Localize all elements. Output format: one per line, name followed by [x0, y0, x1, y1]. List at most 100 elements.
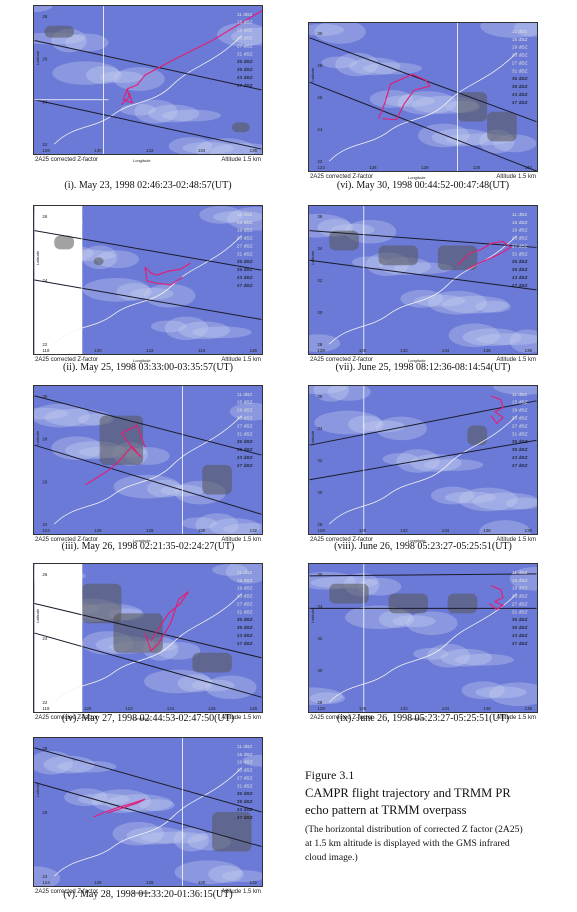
- altitude-label: Altitude 1.5 km: [496, 357, 536, 363]
- panel-caption: (i). May 23, 1998 02:46:23-02:48:57(UT): [64, 180, 232, 191]
- cloud-patch: [205, 675, 257, 700]
- product-label: 2A25 corrected Z-factor: [35, 157, 99, 163]
- dbz-legend-label: 43 dBZ: [237, 807, 253, 813]
- coastline: [53, 235, 243, 345]
- dbz-legend-label: 11 dBZ: [237, 392, 253, 398]
- cloud-patch: [430, 486, 475, 505]
- cloud-patch: [34, 407, 69, 420]
- y-tick-label: 26: [317, 95, 322, 100]
- x-tick-label: 120: [84, 706, 92, 711]
- altitude-label: Altitude 1.5 km: [496, 715, 536, 721]
- latitude-label: Latitude: [35, 430, 40, 445]
- figure-subtitle-line2: echo pattern at TRMM overpass: [305, 803, 467, 817]
- cloud-patch: [177, 674, 214, 693]
- y-tick-label: 22: [42, 342, 47, 347]
- swath-edge-line: [34, 99, 262, 150]
- x-tick-label: 126: [250, 348, 258, 353]
- x-tick-label: 134: [442, 348, 450, 353]
- dbz-legend-label: 15 dBZ: [512, 400, 528, 406]
- map-footer: 2A25 corrected Z-factor Longitude Altitude…: [308, 355, 538, 365]
- dbz-legend-label: 35 dBZ: [237, 259, 253, 265]
- y-tick-label: 28: [317, 342, 322, 347]
- cloud-patch: [427, 290, 488, 315]
- radar-map: 11 dBZ 15 dBZ 19 dBZ 23 dBZ 27 dBZ 31 dBZ 35 d…: [308, 22, 538, 172]
- x-tick-label: 128: [421, 165, 429, 170]
- cloud-patch: [489, 682, 537, 707]
- x-tick-label: 118: [42, 348, 50, 353]
- cloud-patch: [309, 23, 345, 36]
- x-tick-label: 136: [483, 528, 491, 533]
- map-panel: 11 dBZ 15 dBZ 19 dBZ 23 dBZ 27 dBZ 31 dBZ 35 d…: [33, 737, 263, 897]
- cloud-patch: [441, 295, 509, 314]
- altitude-label: Altitude 1.5 km: [221, 537, 261, 543]
- dbz-legend-label: 19 dBZ: [512, 408, 528, 414]
- swath-edge-line: [34, 444, 262, 515]
- y-tick-label: 26: [42, 57, 47, 62]
- map-panel: 11 dBZ 15 dBZ 19 dBZ 23 dBZ 27 dBZ 31 dBZ 35 d…: [308, 205, 538, 365]
- y-tick-label: 24: [42, 278, 47, 283]
- y-tick-label: 28: [42, 437, 47, 442]
- x-tick-label: 122: [146, 348, 154, 353]
- flight-trajectory: [93, 798, 146, 818]
- latitude-label: Latitude: [35, 782, 40, 797]
- echo-patch: [113, 613, 163, 653]
- dbz-legend-label: 19 dBZ: [512, 228, 528, 234]
- swath-edge-line: [309, 37, 537, 123]
- cloud-patch: [77, 793, 130, 806]
- y-tick-label: 34: [317, 604, 322, 609]
- cloud-patch: [161, 109, 222, 122]
- echo-patch: [329, 583, 369, 604]
- coastline: [53, 35, 243, 145]
- dbz-legend-label: 15 dBZ: [237, 20, 253, 26]
- longitude-label: Longitude: [133, 158, 151, 163]
- altitude-label: Altitude 1.5 km: [221, 715, 261, 721]
- map-footer: 2A25 corrected Z-factor Longitude Altitude…: [33, 713, 263, 723]
- y-tick-label: 26: [42, 479, 47, 484]
- y-tick-label: 28: [42, 14, 47, 19]
- figure-note-line3: cloud image.): [305, 852, 358, 863]
- cloud-patch: [52, 61, 120, 85]
- longitude-label: Longitude: [133, 890, 151, 895]
- swath-edge-line: [309, 573, 537, 577]
- y-tick-label: 30: [317, 490, 322, 495]
- dbz-legend-label: 43 dBZ: [512, 633, 528, 639]
- map-footer: 2A25 corrected Z-factor Longitude Altitude…: [33, 355, 263, 365]
- cloud-patch: [513, 23, 537, 37]
- figure-note-line2: at 1.5 km altitude is displayed with the…: [305, 838, 510, 849]
- dbz-legend-label: 35 dBZ: [512, 76, 528, 82]
- y-tick-label: 24: [42, 874, 47, 879]
- cloud-patch: [191, 679, 235, 692]
- cloud-patch: [34, 403, 90, 428]
- echo-patch: [93, 257, 104, 266]
- dbz-legend-label: 47 dBZ: [512, 463, 528, 469]
- dbz-legend-label: 27 dBZ: [237, 775, 253, 781]
- echo-patch: [192, 652, 232, 673]
- panel-caption: (iv). May 27, 1998 02:44:53-02:47:50(UT): [61, 713, 235, 724]
- x-tick-label: 130: [473, 165, 481, 170]
- figure-caption-block: Figure 3.1 CAMPR flight trajectory and T…: [305, 768, 570, 865]
- dbz-legend-label: 15 dBZ: [512, 220, 528, 226]
- x-tick-label: 122: [125, 706, 133, 711]
- product-label: 2A25 corrected Z-factor: [310, 715, 374, 721]
- echo-patch: [447, 593, 478, 614]
- dbz-legend-label: 43 dBZ: [237, 455, 253, 461]
- cloud-patch: [414, 294, 466, 307]
- flight-trajectory: [488, 585, 505, 611]
- x-tick-label: 138: [525, 706, 533, 711]
- y-tick-label: 36: [317, 214, 322, 219]
- flight-trajectory: [490, 395, 504, 425]
- echo-patch: [231, 122, 250, 133]
- swath-edge-line: [309, 439, 537, 481]
- echo-patch: [467, 425, 488, 446]
- x-tick-label: 128: [317, 348, 325, 353]
- dbz-legend-label: 15 dBZ: [512, 37, 528, 43]
- cloud-patch: [34, 6, 53, 12]
- cloud-patch: [369, 90, 414, 108]
- x-tick-label: 124: [198, 348, 206, 353]
- cloud-patch: [444, 491, 497, 504]
- dbz-legend-label: 11 dBZ: [237, 12, 253, 18]
- map-panel: 11 dBZ 15 dBZ 19 dBZ 23 dBZ 27 dBZ 31 dBZ 35 d…: [33, 563, 263, 723]
- dbz-legend-label: 23 dBZ: [512, 416, 528, 422]
- cloud-patch: [81, 245, 118, 270]
